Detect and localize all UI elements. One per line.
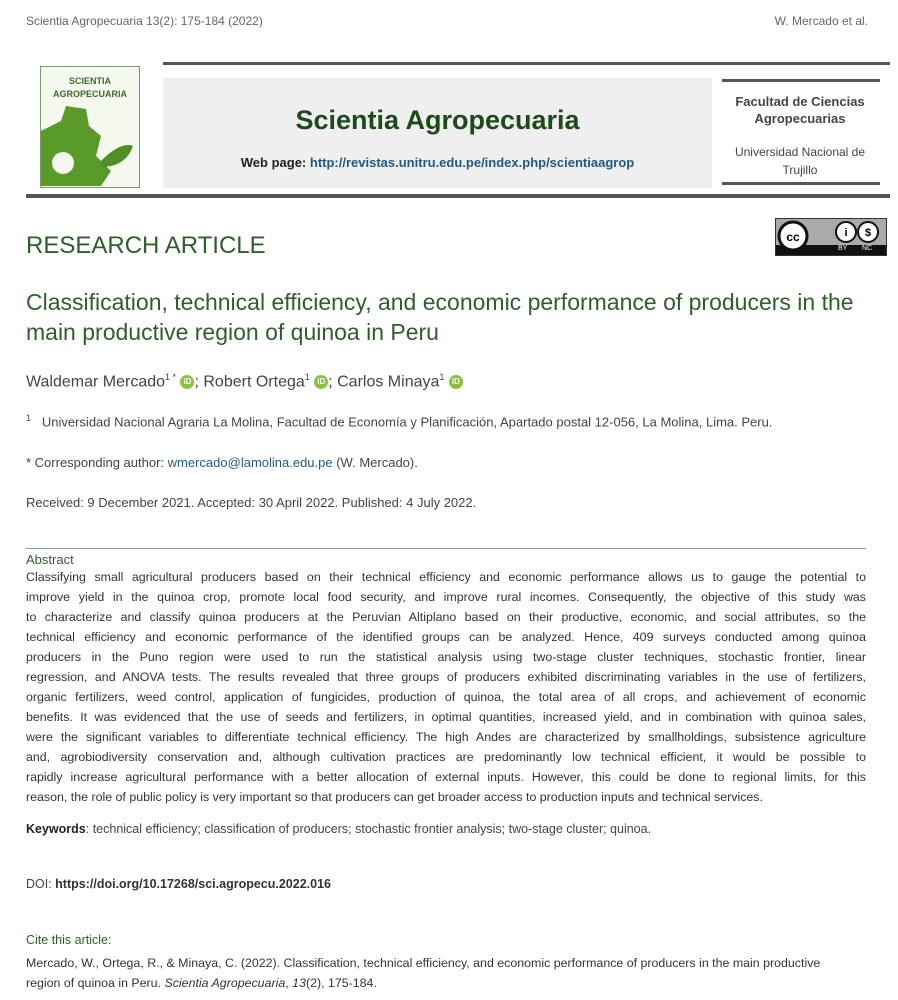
article-type: RESEARCH ARTICLE [26, 232, 266, 259]
divider [722, 79, 880, 82]
journal-logo: SCIENTIA AGROPECUARIA [40, 66, 140, 188]
article-title: Classification, technical efficiency, an… [26, 289, 854, 345]
separator: ; [328, 373, 338, 391]
abstract-line: and, agrobiodiversity conservation and, … [26, 750, 866, 764]
citation: Mercado, W., Ortega, R., & Minaya, C. (2… [26, 953, 846, 993]
abstract-line: technical efficiency and economic perfor… [26, 630, 866, 644]
abstract-line: organic fertilizers, weed control, appli… [26, 690, 866, 704]
author-name[interactable]: Carlos Minaya [337, 373, 440, 391]
doi-link[interactable]: https://doi.org/10.17268/sci.agropecu.20… [55, 877, 331, 891]
gear-leaf-icon [41, 106, 133, 186]
publication-dates: Received: 9 December 2021. Accepted: 30 … [26, 495, 477, 510]
journal-title: Scientia Agropecuaria [295, 105, 580, 135]
webpage-line: Web page: http://revistas.unitru.edu.pe/… [163, 155, 712, 170]
banner-box [163, 78, 712, 188]
abstract-line: regression, and ANOVA tests. The results… [26, 670, 866, 684]
by-label: BY [838, 245, 848, 252]
abstract-line: reason, the role of public policy is ver… [26, 790, 763, 804]
svg-text:$: $ [865, 227, 871, 239]
svg-text:i: i [844, 227, 847, 239]
author-list: Waldemar Mercado1 * iD; Robert Ortega1 i… [26, 372, 463, 391]
cite-volume: 13 [292, 976, 306, 990]
running-header-left: Scientia Agropecuaria 13(2): 175-184 (20… [26, 14, 263, 28]
doi-label: DOI: [26, 877, 56, 891]
abstract-line: to characterize and classify quinoa prod… [26, 610, 866, 624]
abstract-line: were the significant variables to differ… [26, 730, 866, 744]
cite-heading: Cite this article: [26, 933, 112, 947]
logo-text: AGROPECUARIA [52, 89, 127, 99]
cite-text: (2), 175-184. [305, 976, 377, 990]
orcid-icon[interactable]: iD [314, 375, 329, 390]
affiliation: 1 Universidad Nacional Agraria La Molina… [26, 413, 772, 429]
cite-text: Mercado, W., Ortega, R., & Minaya, C. (2… [26, 956, 821, 990]
keywords-label: Keywords [26, 822, 86, 836]
author-name[interactable]: Robert Ortega [203, 373, 305, 391]
running-header-right: W. Mercado et al. [774, 14, 868, 28]
nc-label: NC [862, 245, 873, 252]
logo-text: SCIENTIA [68, 76, 111, 86]
abstract-line: rapidly increase agricultural performanc… [26, 770, 866, 784]
abstract-section: Abstract Classifying small agricultural … [26, 548, 866, 807]
webpage-label: Web page: [240, 155, 307, 170]
svg-text:cc: cc [786, 230, 800, 244]
abstract-heading: Abstract [26, 552, 74, 567]
cc-license-badge[interactable]: cc i $ BY NC [775, 218, 887, 256]
affiliation-sup: 1 [26, 413, 32, 423]
orcid-icon[interactable]: iD [180, 375, 195, 390]
affiliation-text: Universidad Nacional Agraria La Molina, … [41, 414, 773, 430]
cite-text: , [285, 976, 293, 990]
corresponding-suffix: (W. Mercado). [332, 455, 418, 470]
cc-by-nc-icon: cc i $ [776, 220, 886, 255]
divider [163, 62, 890, 65]
divider [26, 194, 890, 198]
author-sup: 1 * [165, 372, 177, 382]
abstract-line: improve yield in the quinoa crop, promot… [26, 590, 866, 604]
doi: DOI: https://doi.org/10.17268/sci.agrope… [26, 877, 331, 891]
orcid-icon[interactable]: iD [448, 375, 463, 390]
corresponding-label: * Corresponding author: [26, 455, 168, 470]
author-sup: 1 [439, 372, 445, 382]
webpage-link[interactable]: http://revistas.unitru.edu.pe/index.php/… [309, 155, 635, 170]
university-name: Universidad Nacional de Trujillo [734, 145, 866, 177]
faculty-name: Facultad de Ciencias Agropecuarias [735, 94, 865, 126]
cite-journal: Scientia Agropecuaria [164, 976, 286, 990]
email-link[interactable]: wmercado@lamolina.edu.pe [167, 455, 333, 470]
abstract-line: producers in the Puno region were used t… [26, 650, 866, 664]
keywords: Keywords: technical efficiency; classifi… [26, 822, 651, 836]
divider [722, 182, 880, 185]
corresponding-author: * Corresponding author: wmercado@lamolin… [26, 455, 418, 470]
separator: ; [194, 373, 204, 391]
abstract-line: Classifying small agricultural producers… [26, 570, 866, 584]
author-name[interactable]: Waldemar Mercado [26, 373, 166, 391]
abstract-line: benefits. It was evidenced that the use … [26, 710, 866, 724]
keywords-text: : technical efficiency; classification o… [85, 822, 652, 836]
author-sup: 1 [304, 372, 310, 382]
